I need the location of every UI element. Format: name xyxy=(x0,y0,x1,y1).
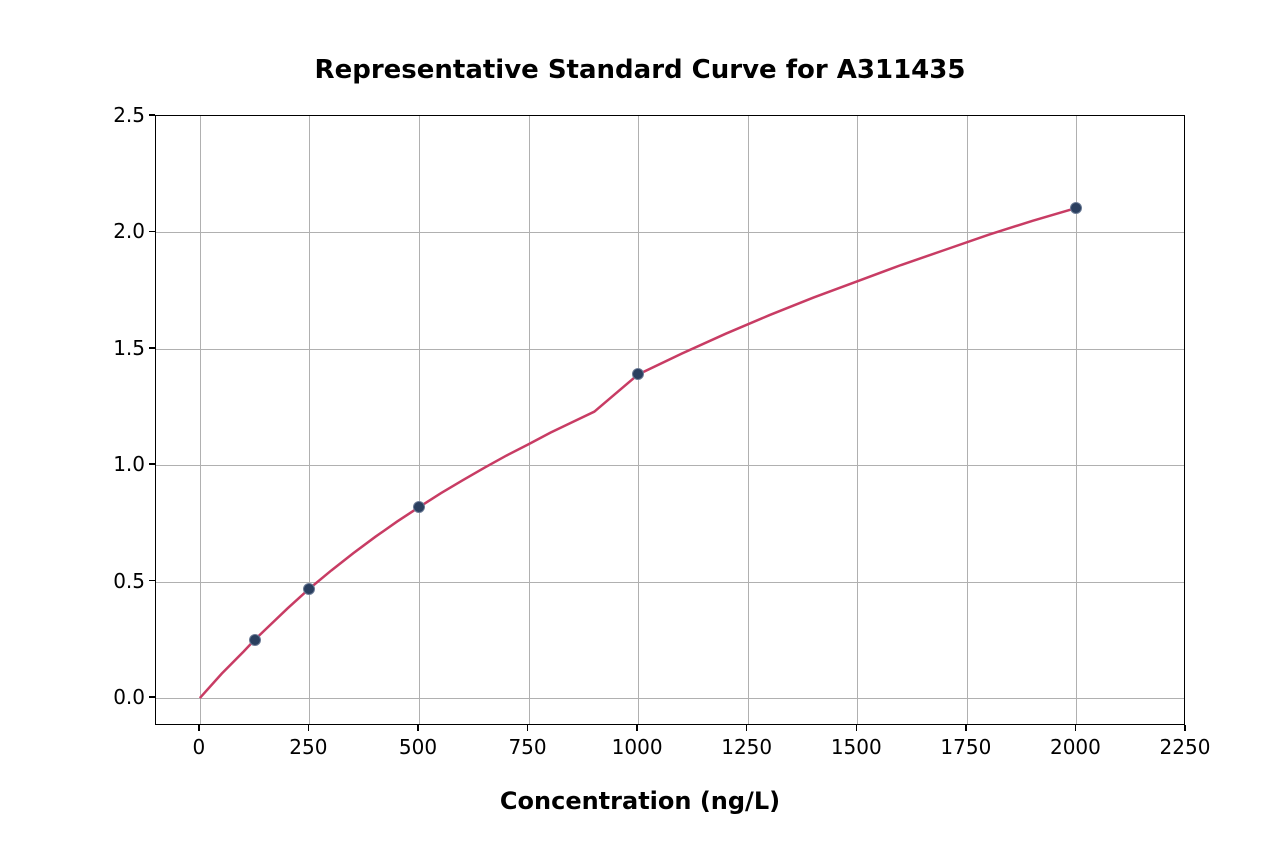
fitted-curve xyxy=(200,208,1077,698)
x-tick-label: 0 xyxy=(192,735,205,759)
x-tick-label: 2000 xyxy=(1050,735,1101,759)
y-tick-mark xyxy=(149,347,155,349)
x-tick-mark xyxy=(198,725,200,731)
x-tick-label: 750 xyxy=(508,735,546,759)
y-tick-mark xyxy=(149,580,155,582)
plot-area xyxy=(155,115,1185,725)
y-tick-label: 0.0 xyxy=(113,685,145,709)
x-tick-label: 1500 xyxy=(831,735,882,759)
curve-svg xyxy=(156,116,1184,724)
y-tick-mark xyxy=(149,696,155,698)
y-tick-mark xyxy=(149,231,155,233)
x-axis-label: Concentration (ng/L) xyxy=(0,787,1280,815)
x-tick-mark xyxy=(308,725,310,731)
y-tick-mark xyxy=(149,114,155,116)
y-tick-mark xyxy=(149,463,155,465)
x-tick-label: 2250 xyxy=(1160,735,1211,759)
data-point xyxy=(413,501,425,513)
x-tick-mark xyxy=(746,725,748,731)
data-point xyxy=(303,583,315,595)
y-tick-label: 2.0 xyxy=(113,219,145,243)
data-point xyxy=(632,368,644,380)
y-tick-label: 1.0 xyxy=(113,452,145,476)
x-tick-label: 1250 xyxy=(721,735,772,759)
x-tick-mark xyxy=(1184,725,1186,731)
data-point xyxy=(249,634,261,646)
x-tick-mark xyxy=(527,725,529,731)
x-tick-label: 500 xyxy=(399,735,437,759)
x-tick-label: 1750 xyxy=(940,735,991,759)
x-tick-label: 250 xyxy=(289,735,327,759)
chart-title: Representative Standard Curve for A31143… xyxy=(0,55,1280,85)
chart-container: Representative Standard Curve for A31143… xyxy=(0,0,1280,845)
x-tick-mark xyxy=(965,725,967,731)
x-tick-mark xyxy=(417,725,419,731)
x-tick-label: 1000 xyxy=(612,735,663,759)
y-tick-label: 2.5 xyxy=(113,103,145,127)
y-tick-label: 1.5 xyxy=(113,336,145,360)
x-tick-mark xyxy=(1075,725,1077,731)
x-tick-mark xyxy=(856,725,858,731)
y-tick-label: 0.5 xyxy=(113,569,145,593)
x-tick-mark xyxy=(636,725,638,731)
data-point xyxy=(1070,202,1082,214)
